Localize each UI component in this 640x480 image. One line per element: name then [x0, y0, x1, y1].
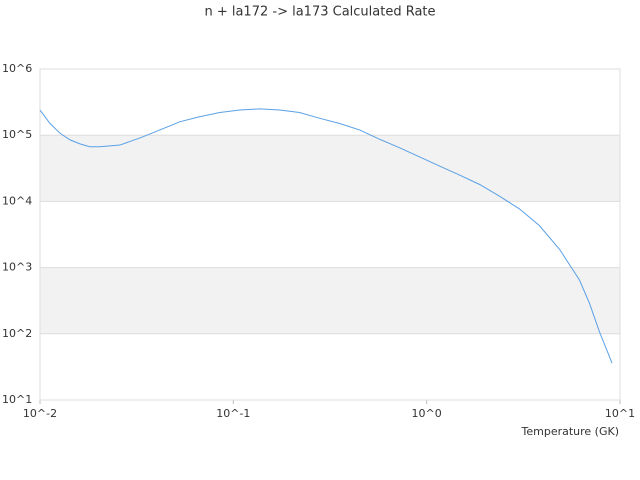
y-tick-label: 10^4	[2, 194, 32, 207]
x-tick-label: 10^0	[412, 407, 442, 420]
y-tick-label: 10^5	[2, 128, 32, 141]
y-tick-label: 10^6	[2, 62, 32, 75]
x-tick-label: 10^-2	[23, 407, 57, 420]
grid-band	[40, 135, 620, 202]
y-tick-label: 10^1	[2, 393, 32, 406]
chart-title: n + la172 -> la173 Calculated Rate	[204, 5, 435, 20]
grid-band	[40, 267, 620, 334]
y-tick-label: 10^2	[2, 327, 32, 340]
x-tick-label: 10^1	[605, 407, 635, 420]
data-line	[39, 108, 613, 364]
plot-border	[39, 68, 621, 401]
x-tick-label: 10^-1	[216, 407, 250, 420]
x-axis-label: Temperature (GK)	[521, 425, 620, 438]
y-tick-label: 10^3	[2, 261, 32, 274]
